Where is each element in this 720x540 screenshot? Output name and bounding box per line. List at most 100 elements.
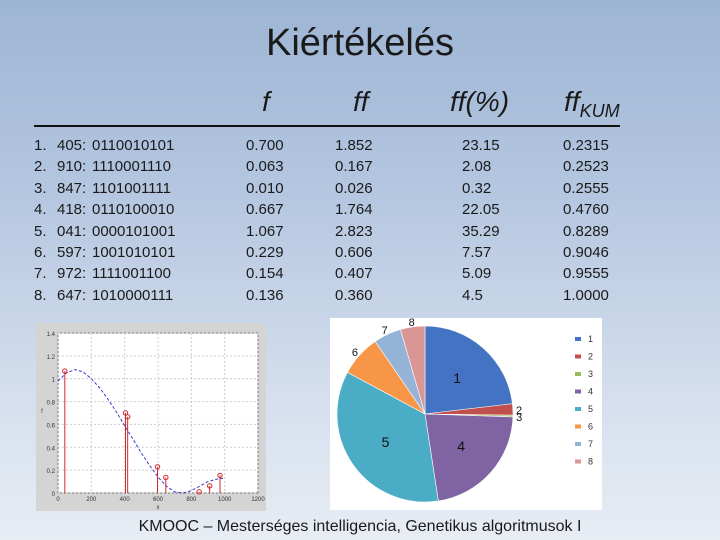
sample-point xyxy=(62,368,68,374)
table-cell-f: 0.010 xyxy=(246,179,284,197)
legend-label: 7 xyxy=(588,439,593,449)
fitness-function-plot: 0 0.2 0.4 0.6 0.8 1 1.2 1.4 0 200 400 600 800 1000 120… xyxy=(36,323,266,511)
legend-label: 4 xyxy=(588,387,593,397)
table-cell-ff: 0.026 xyxy=(335,179,373,197)
x-tick-label: 800 xyxy=(186,497,197,503)
table-cell-n: 6. xyxy=(34,243,47,261)
table-cell-ffk: 0.9555 xyxy=(563,265,609,283)
y-tick-label: 0.2 xyxy=(47,469,56,475)
table-cell-ffk: 0.8289 xyxy=(563,222,609,240)
header-ff-kum: ffKUM xyxy=(564,86,620,122)
table-cell-f: 0.154 xyxy=(246,265,284,283)
sample-point xyxy=(154,464,161,470)
table-cell-x: 972: xyxy=(57,265,87,283)
table-cell-n: 8. xyxy=(34,286,47,304)
table-cell-bits: 0110100010 xyxy=(92,201,175,219)
table-cell-x: 041: xyxy=(57,222,87,240)
y-tick-label: 1.2 xyxy=(47,355,56,361)
legend-swatch xyxy=(575,354,581,359)
table-cell-bits: 1101001111 xyxy=(92,179,171,197)
legend-label: 5 xyxy=(588,404,593,414)
sample-point xyxy=(163,474,169,481)
sample-point xyxy=(217,472,223,479)
table-cell-ffk: 1.0000 xyxy=(563,286,609,304)
table-cell-n: 3. xyxy=(34,179,47,197)
table-cell-ffk: 0.2523 xyxy=(563,158,609,176)
legend-label: 6 xyxy=(588,422,593,432)
table-cell-ff: 0.407 xyxy=(335,265,373,283)
table-cell-ffp: 22.05 xyxy=(462,201,500,219)
col-bits: 0110010101 1110001110 1101001111 0110100010… xyxy=(92,135,175,306)
table-cell-ff: 1.764 xyxy=(335,201,373,219)
table-cell-f: 0.136 xyxy=(246,286,284,304)
legend-swatch xyxy=(575,337,581,341)
table-cell-x: 597: xyxy=(57,243,87,261)
y-tick-label: 1 xyxy=(52,378,56,384)
sample-point xyxy=(124,414,131,420)
y-axis-label: f xyxy=(41,409,43,415)
legend-swatch xyxy=(575,372,581,376)
table-cell-f: 0.700 xyxy=(246,137,284,154)
table-cell-ffp: 0.32 xyxy=(462,179,492,197)
legend-label: 3 xyxy=(588,369,593,379)
table-cell-ffp: 2.08 xyxy=(462,158,492,176)
table-cell-ffp: 35.29 xyxy=(462,222,500,240)
table-cell-n: 4. xyxy=(34,201,47,219)
legend-swatch xyxy=(575,424,581,429)
header-divider xyxy=(34,125,620,127)
legend-swatch xyxy=(575,389,581,394)
footer-text: KMOOC – Mesterséges intelligencia, Genet… xyxy=(138,518,582,535)
col-ff: 1.852 0.167 0.026 1.764 2.823 0.606 0.407 0.360 xyxy=(335,135,373,306)
table-cell-f: 0.667 xyxy=(246,201,284,219)
pie-slice xyxy=(336,371,439,503)
header-ff-kum-base: ff xyxy=(564,86,580,117)
col-x: 405: 910: 847: 418: 041: 597: 972: 647: xyxy=(57,135,86,306)
table-cell-ffk: 0.2315 xyxy=(563,137,609,154)
x-tick-label: 200 xyxy=(86,497,97,503)
plot-svg: 0 0.2 0.4 0.6 0.8 1 1.2 1.4 0 200 400 600 800 1000 120… xyxy=(41,332,265,511)
y-tick-label: 0.6 xyxy=(47,423,56,429)
slice-label: 1 xyxy=(453,370,461,386)
table-cell-x: 418: xyxy=(57,201,87,219)
table-cell-ffp: 4.5 xyxy=(462,286,483,304)
header-ff-percent: ff(%) xyxy=(450,86,510,117)
table-cell-ffk: 0.2555 xyxy=(563,179,609,197)
pie-slice xyxy=(424,413,514,502)
x-tick-label: 400 xyxy=(120,497,131,503)
table-cell-bits: 1111001100 xyxy=(92,265,171,283)
y-tick-label: 0.8 xyxy=(47,401,56,407)
legend-label: 2 xyxy=(588,352,593,362)
table-cell-x: 847: xyxy=(57,179,87,197)
pie-slice xyxy=(400,325,426,415)
legend-label: 1 xyxy=(588,334,593,344)
table-cell-n: 1. xyxy=(34,137,47,154)
table-cell-bits: 0110010101 xyxy=(92,137,175,154)
pie-slice xyxy=(424,325,513,415)
table-cell-x: 910: xyxy=(57,158,87,176)
legend-swatch xyxy=(575,407,581,411)
legend-swatch xyxy=(575,442,581,446)
table-cell-ffk: 0.9046 xyxy=(563,243,609,261)
header-ff: ff xyxy=(353,86,369,117)
x-tick-label: 1200 xyxy=(251,497,265,503)
fitness-curve xyxy=(57,369,225,494)
header-f: f xyxy=(262,86,270,117)
x-tick-label: 0 xyxy=(56,497,60,503)
table-cell-ff: 2.823 xyxy=(335,222,373,240)
col-ff-kum: 0.2315 0.2523 0.2555 0.4760 0.8289 0.9046 0.95… xyxy=(563,135,609,306)
table-cell-bits: 1110001110 xyxy=(92,158,171,176)
table-cell-ff: 0.360 xyxy=(335,286,373,304)
sample-point xyxy=(196,489,202,495)
header-ff-kum-sub: KUM xyxy=(579,101,620,121)
slice-label: 7 xyxy=(382,325,388,337)
slice-label: 2 xyxy=(516,405,522,417)
table-cell-n: 2. xyxy=(34,158,47,176)
col-index: 1. 2. 3. 4. 5. 6. 7. 8. xyxy=(34,135,47,306)
y-tick-label: 0 xyxy=(52,492,56,498)
table-cell-ff: 0.167 xyxy=(335,158,373,176)
table-cell-ff: 0.606 xyxy=(335,243,373,261)
col-f: 0.700 0.063 0.010 0.667 1.067 0.229 0.154 0.136 xyxy=(246,135,284,306)
table-cell-n: 7. xyxy=(34,265,47,283)
